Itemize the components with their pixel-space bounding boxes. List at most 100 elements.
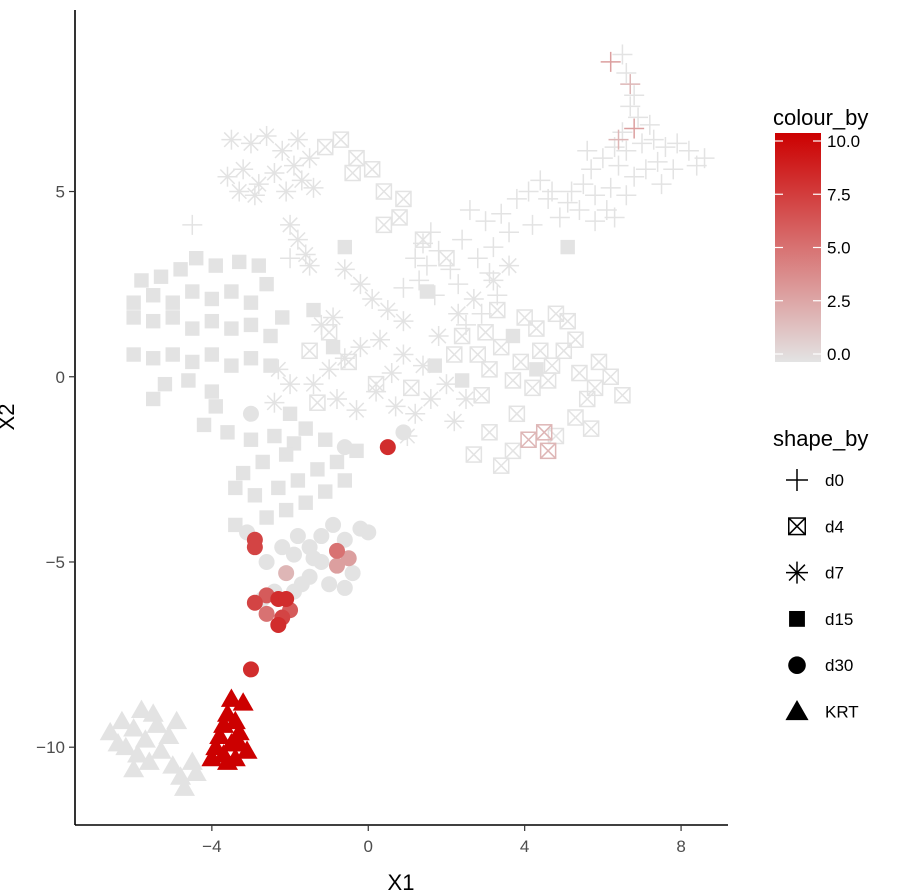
data-point-square-cross xyxy=(332,131,350,148)
data-point-triangle xyxy=(123,718,145,737)
data-point-square-cross xyxy=(446,346,463,363)
data-point-circle xyxy=(278,591,295,608)
shape-legend-entries: d0 d4 d7 d15 d30 KRT xyxy=(785,469,859,722)
data-point-asterisk xyxy=(323,307,344,328)
data-point-triangle xyxy=(150,740,172,759)
data-point-plus xyxy=(608,155,629,176)
data-point-square xyxy=(204,291,220,307)
data-point-plus xyxy=(522,214,543,235)
data-point-asterisk xyxy=(272,140,293,161)
data-point-asterisk xyxy=(362,288,383,309)
data-point-square xyxy=(318,432,333,447)
data-point-square xyxy=(232,254,247,270)
data-point-triangle xyxy=(146,714,168,733)
data-point-square-cross xyxy=(512,353,530,371)
data-point-asterisk xyxy=(456,388,477,409)
data-point-asterisk xyxy=(420,388,441,409)
data-point-plus xyxy=(405,248,426,269)
data-point-square-cross xyxy=(391,209,408,226)
data-point-asterisk xyxy=(405,403,426,424)
data-point-square xyxy=(228,517,243,533)
data-point-plus xyxy=(182,214,203,235)
data-point-circle xyxy=(242,661,259,678)
data-point-asterisk xyxy=(287,229,308,250)
data-point-triangle xyxy=(158,725,180,744)
data-point-plus xyxy=(471,303,492,324)
data-point-asterisk xyxy=(350,337,371,358)
data-point-plus xyxy=(600,51,621,72)
data-point-plus xyxy=(651,174,672,195)
data-point-plus xyxy=(530,170,551,191)
data-point-square-cross xyxy=(535,424,553,441)
data-point-asterisk xyxy=(276,181,297,202)
data-point-plus xyxy=(491,203,512,224)
colour-legend: colour_by 0.0 2.5 5.0 7.5 10.0 xyxy=(773,105,868,364)
x-tick-label: −4 xyxy=(202,837,221,856)
data-point-square xyxy=(165,295,180,310)
data-point-plus xyxy=(616,185,637,206)
data-point-square xyxy=(165,310,180,325)
data-point-asterisk xyxy=(319,359,340,380)
data-point-square-cross xyxy=(481,361,498,378)
legend-label-d7: d7 xyxy=(825,564,844,583)
data-point-square-cross xyxy=(301,342,318,360)
data-point-plus xyxy=(280,248,301,269)
data-point-triangle xyxy=(166,710,188,730)
data-point-asterisk xyxy=(244,185,265,206)
data-point-circle xyxy=(258,605,275,622)
data-point-square xyxy=(146,313,161,329)
data-point-square xyxy=(306,302,321,318)
data-point-square-cross xyxy=(438,249,455,267)
data-point-square xyxy=(560,239,575,255)
data-point-square-cross xyxy=(614,387,631,404)
data-point-circle xyxy=(328,542,345,559)
data-point-square-cross xyxy=(395,190,412,208)
legend-key-d30 xyxy=(788,656,806,674)
data-point-square xyxy=(529,362,544,377)
data-point-square xyxy=(181,373,196,388)
data-point-asterisk xyxy=(385,396,406,417)
data-point-square-cross xyxy=(528,320,545,337)
data-point-plus xyxy=(518,181,539,202)
data-point-circle xyxy=(321,576,338,593)
data-point-asterisk xyxy=(366,381,387,402)
data-point-square xyxy=(126,310,141,325)
shape-legend-title: shape_by xyxy=(773,426,868,451)
data-point-asterisk xyxy=(303,177,324,198)
data-point-triangle xyxy=(185,762,207,782)
colour-tick-label: 10.0 xyxy=(827,132,860,151)
data-point-square xyxy=(165,347,180,362)
data-point-triangle xyxy=(181,751,203,770)
data-point-triangle xyxy=(99,721,121,741)
data-point-square-cross xyxy=(477,324,494,341)
data-point-square-cross xyxy=(586,379,604,397)
data-point-square-cross xyxy=(489,301,506,319)
data-point-plus xyxy=(600,177,621,198)
data-point-asterisk xyxy=(233,159,254,180)
data-point-plus xyxy=(616,62,637,83)
data-point-asterisk xyxy=(303,374,324,395)
data-point-square xyxy=(255,454,270,470)
x-tick-label: 8 xyxy=(676,837,685,856)
data-point-square xyxy=(243,432,259,447)
y-tick-label: 0 xyxy=(56,368,65,387)
data-point-square xyxy=(126,295,141,310)
data-point-plus xyxy=(643,129,664,150)
data-point-square-cross xyxy=(543,357,561,374)
data-point-square xyxy=(224,358,239,373)
data-point-asterisk xyxy=(448,303,469,324)
data-point-plus xyxy=(678,140,699,161)
data-point-square xyxy=(329,454,345,470)
data-point-plus xyxy=(573,174,594,195)
data-point-asterisk xyxy=(264,392,285,413)
data-point-square xyxy=(325,339,341,355)
data-point-plus xyxy=(409,270,430,291)
data-point-circle xyxy=(242,405,259,422)
data-point-square-cross xyxy=(504,372,522,389)
data-point-triangle xyxy=(173,777,195,796)
data-point-plus xyxy=(416,255,437,276)
data-point-square xyxy=(173,262,188,277)
y-tick-label: −10 xyxy=(36,738,65,757)
data-point-circle xyxy=(246,539,263,556)
data-point-square xyxy=(427,358,442,373)
